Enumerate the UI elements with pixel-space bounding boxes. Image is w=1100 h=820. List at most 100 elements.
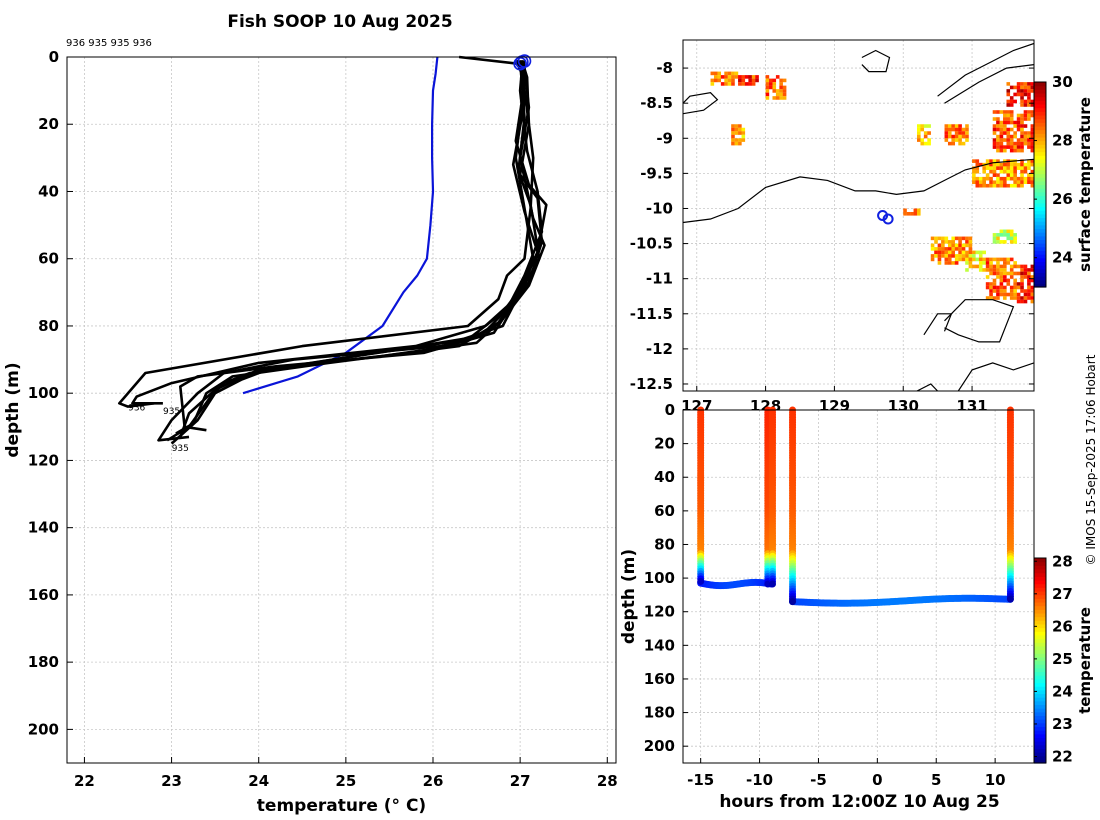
sst-pixel: [1020, 275, 1024, 279]
temp-colorbar-segment: [1034, 726, 1046, 731]
sst-pixel: [741, 75, 746, 79]
sst-pixel: [982, 268, 986, 272]
sst-pixel: [1023, 271, 1028, 276]
sst-pixel: [1020, 134, 1024, 139]
temp-colorbar-segment: [1034, 609, 1046, 614]
temp-colorbar-tick-label: 23: [1052, 715, 1073, 733]
sst-pixel: [1009, 110, 1014, 114]
sst-pixel: [1034, 300, 1038, 304]
sst-pixel: [989, 264, 993, 269]
coastline: [683, 92, 719, 115]
sst-pixel: [755, 78, 759, 83]
sst-pixel: [1030, 299, 1034, 304]
sst-pixel: [1030, 99, 1034, 104]
sst-pixel: [734, 138, 739, 142]
sst-pixel: [999, 233, 1004, 237]
sst-pixel: [961, 247, 966, 251]
sst-colorbar-segment: [1034, 254, 1046, 259]
profile-y-tick-label: 160: [28, 586, 59, 604]
sst-pixel: [1016, 141, 1021, 146]
sst-pixel: [965, 268, 969, 272]
sst-pixel: [954, 247, 959, 251]
sst-pixel: [1020, 159, 1024, 163]
sst-pixel: [1027, 173, 1031, 177]
sst-pixel: [992, 145, 997, 149]
sst-pixel: [972, 180, 976, 184]
map-y-tick-label: -11.5: [630, 305, 673, 323]
sst-pixel: [738, 75, 742, 79]
profile-annotation: 935: [163, 407, 180, 417]
temp-colorbar-segment: [1034, 719, 1046, 724]
sst-pixel: [1009, 292, 1014, 297]
sst-pixel: [944, 247, 949, 251]
sst-pixel: [717, 78, 722, 83]
sst-pixel: [1016, 89, 1021, 93]
sst-pixel: [1030, 85, 1034, 90]
sst-pixel: [1013, 292, 1017, 297]
temp-colorbar-segment: [1034, 752, 1046, 757]
sst-pixel: [1003, 292, 1007, 297]
sst-pixel: [999, 169, 1004, 174]
map-y-tick-label: -9: [656, 129, 673, 147]
temp-colorbar-segment: [1034, 704, 1046, 709]
sst-pixel: [1044, 293, 1048, 297]
sst-pixel: [720, 82, 725, 86]
sst-pixel: [1020, 278, 1024, 283]
temp-colorbar-segment: [1034, 612, 1046, 618]
sst-pixel: [1013, 134, 1017, 139]
sst-pixel: [934, 247, 938, 251]
temp-colorbar-tick-label: 24: [1052, 682, 1073, 700]
sst-colorbar-segment: [1034, 85, 1046, 90]
sst-pixel: [923, 124, 928, 128]
sst-pixel: [1020, 127, 1024, 132]
sst-pixel: [1030, 296, 1034, 300]
sst-pixel: [748, 75, 752, 79]
sst-pixel: [947, 131, 952, 135]
sst-pixel: [913, 208, 918, 213]
sst-pixel: [713, 75, 718, 79]
sst-pixel: [1003, 278, 1007, 283]
sst-pixel: [782, 78, 787, 83]
sst-pixel: [1020, 113, 1024, 118]
sst-pixel: [992, 169, 997, 174]
sst-pixel: [1016, 117, 1021, 121]
sst-pixel: [1003, 271, 1007, 276]
sst-pixel: [1027, 82, 1031, 86]
temp-colorbar-segment: [1034, 741, 1046, 746]
temp-colorbar-segment: [1034, 579, 1046, 585]
map-y-tick-label: -8.5: [640, 94, 673, 112]
sst-colorbar-segment: [1034, 268, 1046, 273]
sst-pixel: [1013, 233, 1017, 237]
sst-pixel: [1003, 289, 1007, 293]
sst-pixel: [765, 78, 770, 83]
sst-pixel: [1016, 292, 1021, 297]
sst-pixel: [944, 254, 949, 258]
sst-pixel: [992, 159, 997, 163]
sst-pixel: [741, 127, 746, 132]
sst-pixel: [765, 96, 770, 100]
sst-pixel: [999, 162, 1004, 167]
sst-pixel: [1030, 162, 1034, 167]
sst-pixel: [1027, 292, 1031, 297]
sst-pixel: [965, 257, 969, 262]
sst-pixel: [1006, 120, 1011, 125]
sst-pixel: [985, 257, 990, 262]
sst-pixel: [1013, 278, 1017, 283]
sst-pixel: [1006, 183, 1011, 188]
sst-pixel: [1003, 131, 1007, 135]
sst-colorbar-segment: [1034, 177, 1046, 182]
profile-y-tick-label: 140: [28, 519, 59, 537]
sst-pixel: [1020, 176, 1024, 181]
sst-pixel: [992, 117, 997, 121]
sst-pixel: [1009, 176, 1014, 181]
sst-pixel: [985, 183, 990, 188]
sst-pixel: [1013, 180, 1017, 184]
sst-pixel: [944, 131, 949, 135]
sst-pixel: [999, 292, 1004, 297]
sst-pixel: [1023, 89, 1028, 93]
sst-pixel: [720, 75, 725, 79]
sst-pixel: [765, 92, 770, 97]
sst-pixel: [713, 71, 718, 76]
coastline: [944, 299, 1015, 343]
temp-colorbar-segment: [1034, 572, 1046, 577]
